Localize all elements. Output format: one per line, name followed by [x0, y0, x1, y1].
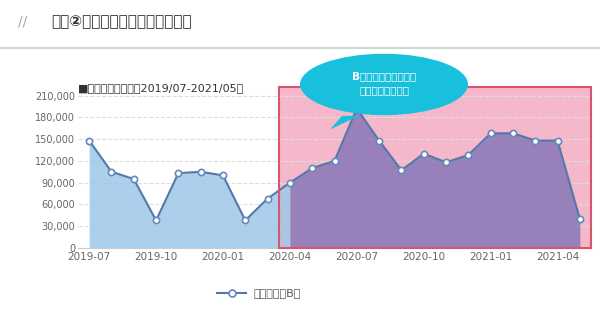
Polygon shape: [330, 116, 359, 130]
Text: リフォームB社: リフォームB社: [109, 58, 164, 71]
Ellipse shape: [300, 54, 468, 115]
Bar: [279, 87, 591, 248]
Text: 事例②競合の集客状況のウォッチ: 事例②競合の集客状況のウォッチ: [51, 14, 191, 29]
Text: B社のアクセス数が伸
びている要因は？: B社のアクセス数が伸 びている要因は？: [352, 71, 416, 95]
Text: ■ユーザー数推移（2019/07-2021/05）: ■ユーザー数推移（2019/07-2021/05）: [78, 83, 244, 93]
Text: //: //: [18, 15, 27, 29]
Text: リフォームB社: リフォームB社: [253, 288, 301, 298]
Bar: [279, 87, 591, 248]
